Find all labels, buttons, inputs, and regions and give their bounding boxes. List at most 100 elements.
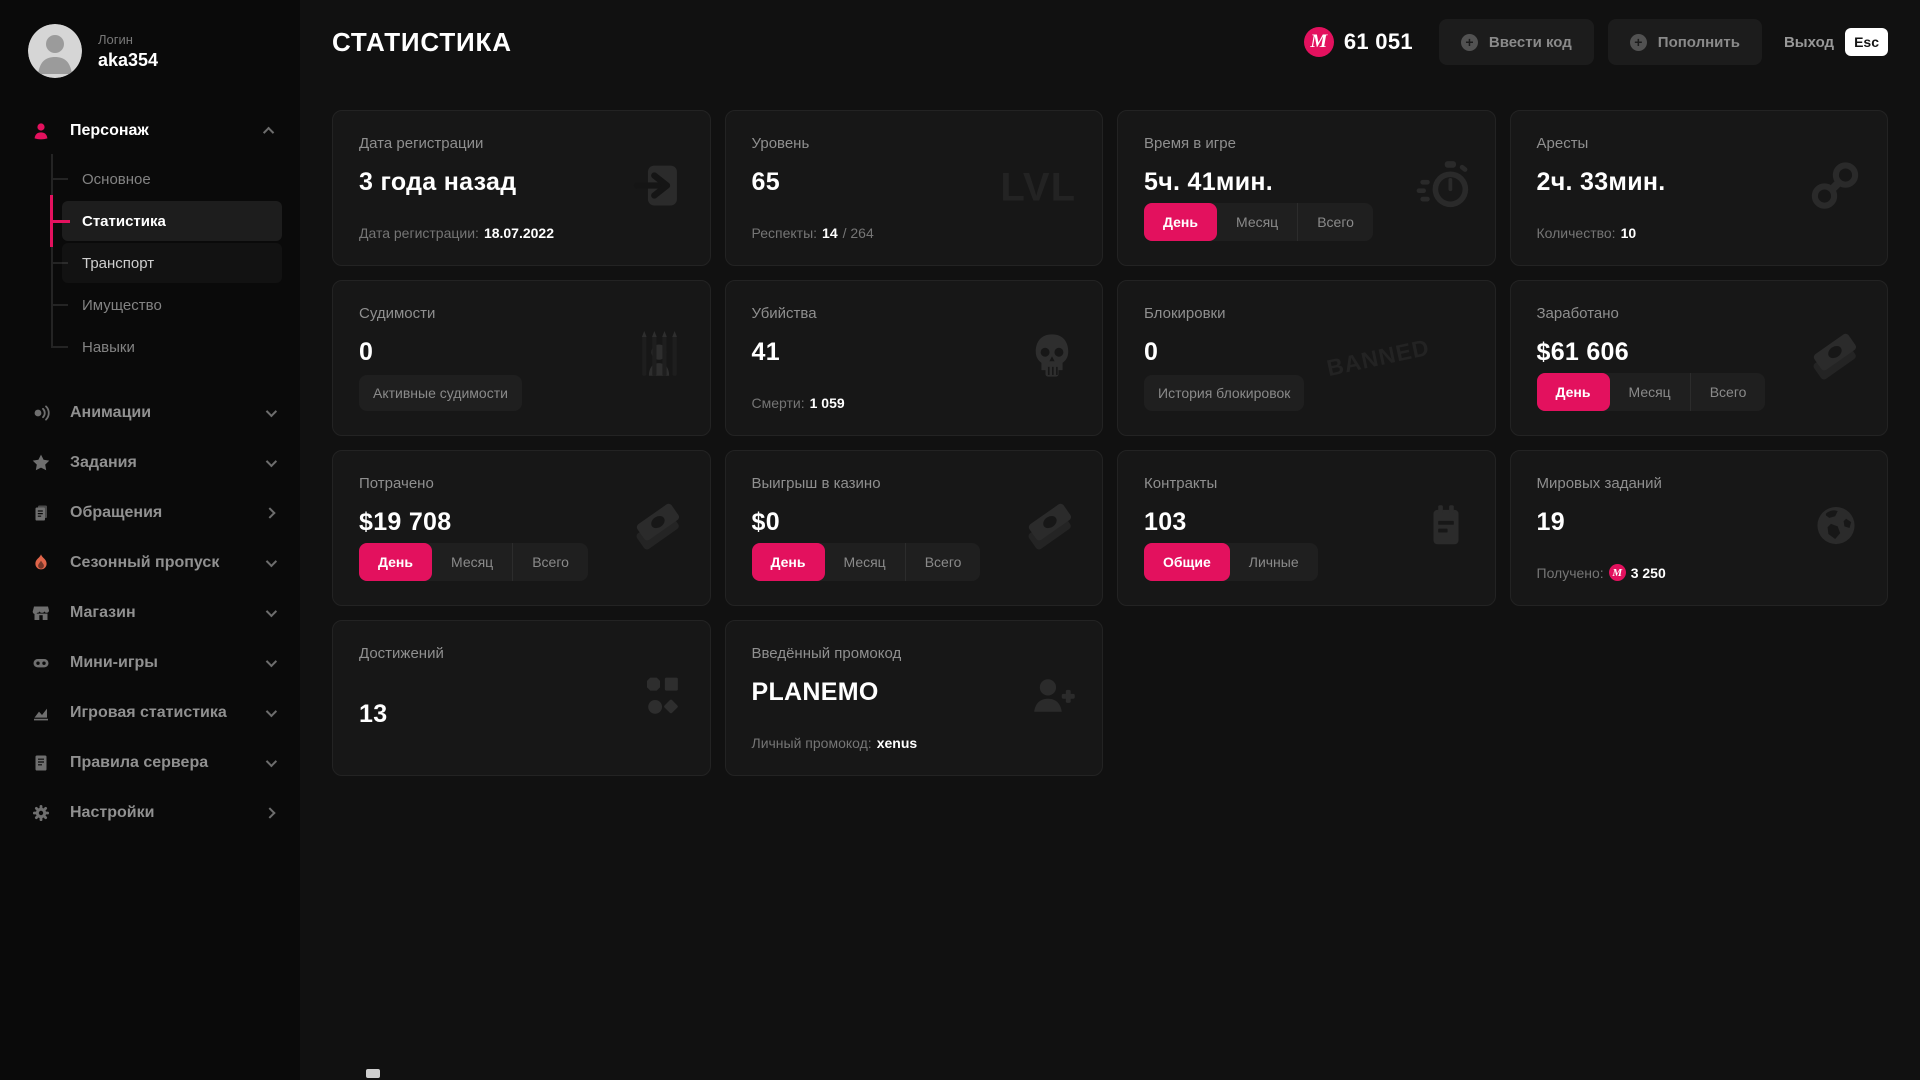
jail-icon <box>632 329 686 388</box>
money-icon <box>628 497 686 560</box>
page-title: СТАТИСТИКА <box>332 26 512 57</box>
season-pass-icon <box>30 553 52 573</box>
card-registration-date: Дата регистрации 3 года назад Дата регис… <box>332 110 711 266</box>
tab-total[interactable]: Всего <box>1297 203 1373 241</box>
settings-icon <box>30 803 52 823</box>
tab-day[interactable]: День <box>751 543 825 581</box>
tab-personal[interactable]: Личные <box>1230 543 1318 581</box>
active-convictions-button[interactable]: Активные судимости <box>359 375 522 411</box>
sidebar-item-tickets[interactable]: Обращения <box>0 488 300 538</box>
sidebar-item-property[interactable]: Имущество <box>0 284 300 326</box>
card-bans: Блокировки 0 История блокировок BANNED <box>1117 280 1496 436</box>
user-panel: Логин aka354 <box>0 0 300 96</box>
notepad-icon <box>1421 501 1471 556</box>
sidebar-item-season-pass[interactable]: Сезонный пропуск <box>0 538 300 588</box>
tree-line <box>51 154 53 347</box>
tab-total[interactable]: Всего <box>1689 373 1766 411</box>
tab-month[interactable]: Месяц <box>1217 203 1297 241</box>
chevron-down-icon <box>265 455 278 468</box>
person-icon <box>30 121 52 141</box>
star-icon <box>30 453 52 473</box>
tab-total[interactable]: Всего <box>904 543 981 581</box>
login-label: Логин <box>98 31 133 47</box>
card-promocode: Введённый промокод PLANEMO Личный промок… <box>724 620 1103 776</box>
card-world-quests: Мировых заданий 19 Получено: M 3 250 <box>1509 450 1888 606</box>
chevron-up-icon <box>262 126 275 139</box>
tab-month[interactable]: Месяц <box>432 543 512 581</box>
esc-key-badge: Esc <box>1845 28 1888 56</box>
topbar: СТАТИСТИКА M 61 051 + Ввести код + Попол… <box>332 0 1888 84</box>
sidebar-item-settings[interactable]: Настройки <box>0 788 300 838</box>
period-tabs: День Месяц Всего <box>359 543 588 581</box>
sidebar-item-statistics[interactable]: Статистика <box>0 195 300 247</box>
money-icon <box>1020 497 1078 560</box>
sidebar: Логин aka354 Персонаж Основное <box>0 0 300 1080</box>
handcuffs-icon <box>1807 158 1863 219</box>
tab-day[interactable]: День <box>1536 373 1610 411</box>
gamepad-icon <box>30 653 52 673</box>
card-kills: Убийства 41 Смерти: 1 059 <box>724 280 1103 436</box>
sidebar-item-animations[interactable]: Анимации <box>0 388 300 438</box>
sidebar-item-minigames[interactable]: Мини-игры <box>0 638 300 688</box>
username: aka354 <box>98 49 159 70</box>
card-achievements: Достижений 13 <box>332 620 711 776</box>
exit-button[interactable]: Выход Esc <box>1784 28 1888 56</box>
tab-day[interactable]: День <box>1144 203 1217 241</box>
tab-common[interactable]: Общие <box>1144 543 1230 581</box>
chevron-right-icon <box>264 807 276 819</box>
shapes-icon <box>634 670 686 727</box>
sidebar-item-quests[interactable]: Задания <box>0 438 300 488</box>
sidebar-item-transport[interactable]: Транспорт <box>0 242 300 284</box>
rules-icon <box>30 753 52 773</box>
chevron-down-icon <box>265 555 278 568</box>
tab-month[interactable]: Месяц <box>1610 373 1690 411</box>
chevron-down-icon <box>265 605 278 618</box>
sidebar-nav: Персонаж Основное Статистика Транспорт <box>0 96 300 838</box>
globe-icon <box>1809 499 1863 558</box>
card-contracts: Контракты 103 Общие Личные <box>1117 450 1496 606</box>
tab-month[interactable]: Месяц <box>825 543 905 581</box>
stats-grid: Дата регистрации 3 года назад Дата регис… <box>332 110 1888 776</box>
card-casino-winnings: Выигрыш в казино $0 День Месяц Всего <box>724 450 1103 606</box>
tickets-icon <box>30 503 52 523</box>
period-tabs: День Месяц Всего <box>751 543 981 581</box>
sidebar-item-game-stats[interactable]: Игровая статистика <box>0 688 300 738</box>
scrollbar-thumb[interactable] <box>366 1069 380 1078</box>
sidebar-item-label: Персонаж <box>70 122 149 139</box>
avatar <box>28 24 82 78</box>
main-content: СТАТИСТИКА M 61 051 + Ввести код + Попол… <box>300 0 1920 1080</box>
balance: M 61 051 <box>1303 27 1413 57</box>
chevron-down-icon <box>265 755 278 768</box>
chevron-down-icon <box>265 655 278 668</box>
skull-icon <box>1026 330 1078 387</box>
card-spent: Потрачено $19 708 День Месяц Всего <box>332 450 711 606</box>
tab-day[interactable]: День <box>359 543 432 581</box>
sidebar-item-main[interactable]: Основное <box>0 158 300 200</box>
tab-total[interactable]: Всего <box>512 543 588 581</box>
card-convictions: Судимости 0 Активные судимости <box>332 280 711 436</box>
enter-code-button[interactable]: + Ввести код <box>1438 19 1594 65</box>
card-earned: Заработано $61 606 День Месяц Всего <box>1509 280 1888 436</box>
chevron-down-icon <box>265 705 278 718</box>
plus-circle-icon: + <box>1629 33 1647 51</box>
stopwatch-icon <box>1411 156 1471 221</box>
sidebar-item-character[interactable]: Персонаж <box>0 106 300 156</box>
card-arrests: Аресты 2ч. 33мин. Количество: 10 <box>1509 110 1888 266</box>
chevron-down-icon <box>265 405 278 418</box>
sidebar-item-shop[interactable]: Магазин <box>0 588 300 638</box>
card-level: Уровень 65 Респекты: 14/ 264 LVL <box>724 110 1103 266</box>
sidebar-item-server-rules[interactable]: Правила сервера <box>0 738 300 788</box>
balance-amount: 61 051 <box>1343 29 1413 54</box>
money-icon <box>1805 327 1863 390</box>
chevron-right-icon <box>264 507 276 519</box>
animations-icon <box>30 403 52 423</box>
topup-button[interactable]: + Пополнить <box>1607 19 1762 65</box>
chart-icon <box>30 703 52 723</box>
lvl-icon: LVL <box>1000 165 1076 210</box>
shop-icon <box>30 603 52 623</box>
sidebar-item-skills[interactable]: Навыки <box>0 326 300 368</box>
ban-history-button[interactable]: История блокировок <box>1144 375 1305 411</box>
currency-icon: M <box>1608 564 1626 581</box>
currency-icon: M <box>1303 27 1334 57</box>
